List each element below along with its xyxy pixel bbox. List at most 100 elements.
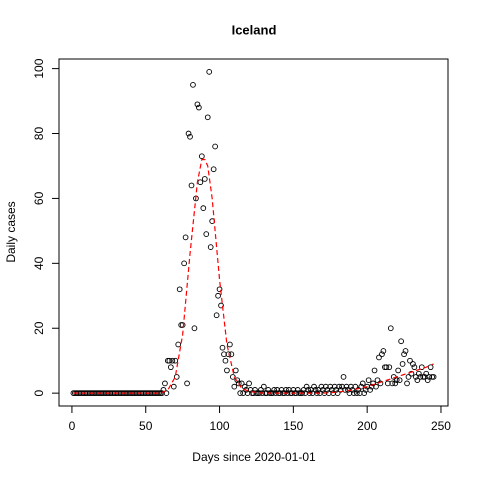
point	[303, 383, 310, 390]
point	[197, 179, 204, 186]
fit-line	[73, 158, 434, 394]
y-tick-label: 40	[32, 256, 46, 270]
point	[371, 367, 378, 374]
point	[167, 364, 174, 371]
point	[175, 341, 182, 348]
point	[294, 387, 301, 393]
point	[190, 81, 196, 88]
point	[367, 387, 373, 393]
y-tick-label: 20	[32, 321, 46, 335]
point	[376, 354, 382, 361]
point	[430, 374, 437, 380]
point	[162, 380, 168, 387]
point	[222, 357, 229, 364]
point	[179, 322, 186, 328]
point	[424, 377, 431, 384]
y-tick-label: 60	[32, 191, 46, 205]
x-axis-label: Days since 2020-01-01	[192, 450, 316, 464]
x-tick-label: 50	[139, 419, 153, 433]
point	[198, 153, 205, 160]
point	[374, 377, 381, 384]
point	[213, 312, 220, 319]
y-tick-label: 100	[32, 58, 46, 78]
x-tick-label: 150	[283, 419, 303, 433]
point	[224, 367, 230, 374]
y-axis-label: Daily cases	[4, 201, 18, 262]
point	[377, 380, 384, 387]
point	[355, 387, 362, 393]
point	[170, 383, 177, 390]
x-tick-label: 0	[69, 419, 76, 433]
point	[358, 383, 365, 390]
point	[219, 344, 226, 351]
point	[200, 205, 207, 212]
x-tick-label: 100	[210, 419, 230, 433]
point	[232, 367, 239, 374]
point	[169, 357, 176, 364]
point	[387, 325, 394, 332]
point	[386, 364, 393, 371]
point	[225, 351, 232, 358]
point	[408, 370, 415, 377]
point	[415, 370, 422, 377]
point	[176, 286, 183, 293]
point	[234, 377, 241, 384]
point	[365, 377, 372, 384]
point	[184, 380, 190, 387]
point	[187, 133, 193, 140]
point	[351, 390, 357, 396]
point	[379, 351, 385, 358]
point	[380, 348, 387, 354]
point	[235, 380, 242, 387]
point	[206, 69, 213, 75]
point	[414, 377, 421, 384]
plot-box	[58, 58, 449, 407]
x-tick-label: 250	[431, 419, 451, 433]
point	[410, 361, 416, 367]
point	[407, 357, 413, 364]
point	[204, 114, 211, 121]
point	[229, 374, 236, 380]
point	[340, 374, 347, 380]
point	[194, 101, 201, 108]
point	[411, 364, 418, 371]
point	[396, 377, 403, 384]
point	[216, 286, 223, 293]
y-tick-label: 80	[32, 127, 46, 141]
point	[404, 380, 410, 387]
point	[383, 364, 390, 371]
point	[373, 383, 379, 390]
point	[172, 357, 179, 364]
point	[311, 383, 317, 390]
point	[342, 387, 348, 393]
point	[265, 387, 272, 393]
point	[336, 383, 342, 390]
point	[182, 234, 189, 241]
point	[353, 390, 360, 396]
point	[237, 390, 244, 396]
point	[166, 357, 173, 364]
point	[188, 182, 195, 189]
point	[398, 338, 404, 345]
point	[402, 348, 409, 354]
point	[399, 361, 406, 367]
point	[359, 380, 366, 387]
point	[392, 380, 399, 387]
point	[191, 325, 198, 332]
point	[181, 260, 187, 267]
point	[271, 387, 278, 393]
point	[215, 292, 221, 299]
point	[196, 104, 202, 111]
point	[401, 351, 407, 358]
point	[283, 387, 289, 393]
point	[405, 374, 412, 380]
point	[427, 364, 434, 371]
point	[246, 380, 252, 387]
point	[389, 380, 396, 387]
point	[212, 143, 218, 150]
point	[361, 390, 368, 396]
point	[201, 176, 208, 182]
chart-title: Iceland	[232, 22, 277, 37]
point	[227, 341, 233, 348]
point	[312, 387, 319, 393]
